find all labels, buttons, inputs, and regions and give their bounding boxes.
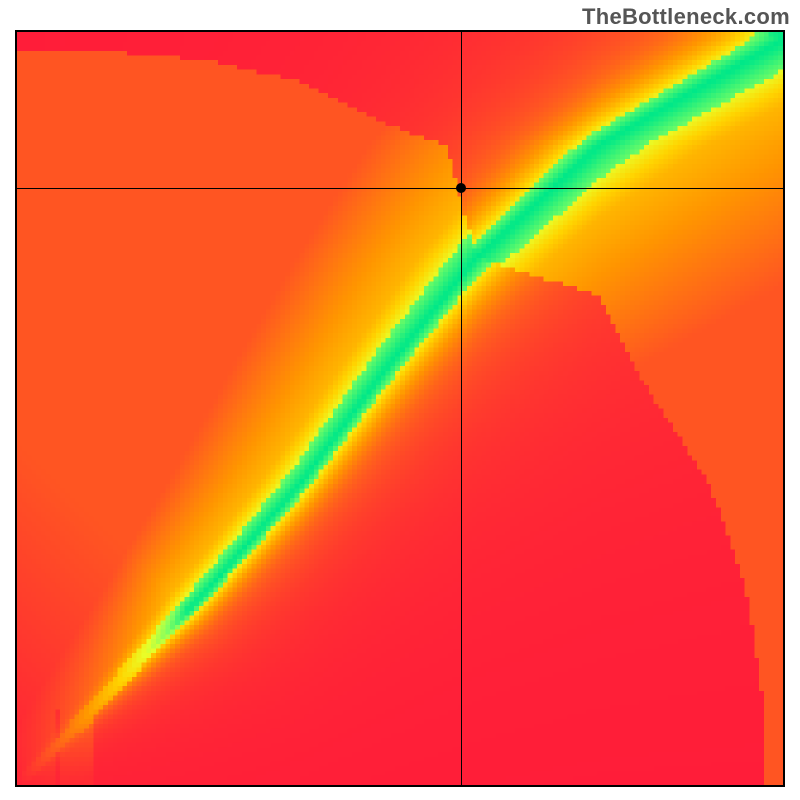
crosshair-vertical — [461, 32, 462, 785]
watermark-text: TheBottleneck.com — [582, 4, 790, 30]
figure-container: TheBottleneck.com — [0, 0, 800, 800]
crosshair-marker-dot — [456, 183, 466, 193]
crosshair-horizontal — [17, 188, 783, 189]
bottleneck-heatmap — [17, 32, 783, 785]
plot-area — [15, 30, 785, 787]
